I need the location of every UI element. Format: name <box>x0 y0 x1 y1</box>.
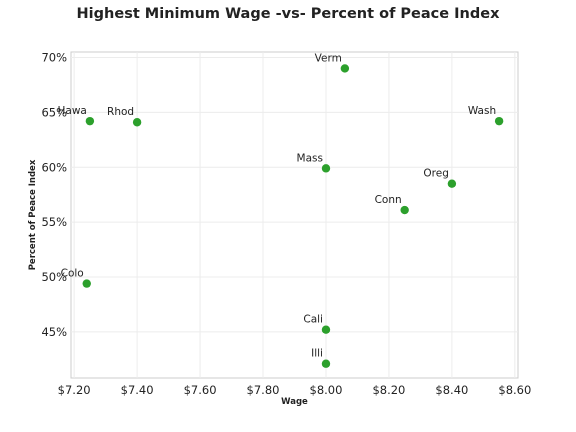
data-point <box>321 359 331 368</box>
data-point <box>85 116 95 126</box>
chart-title: Highest Minimum Wage -vs- Percent of Pea… <box>76 6 500 22</box>
data-points <box>82 64 504 368</box>
point-label: Conn <box>375 194 402 206</box>
x-tick-label: $7.80 <box>247 383 280 397</box>
x-tick-label: $8.20 <box>372 383 405 397</box>
point-label: Wash <box>468 105 496 117</box>
point-label: Oreg <box>423 168 448 180</box>
data-point <box>340 64 350 73</box>
y-axis-label: Percent of Peace Index <box>28 159 38 270</box>
point-label: Colo <box>61 268 84 280</box>
x-tick-label: $7.20 <box>58 383 91 397</box>
x-tick-label: $8.60 <box>498 383 531 397</box>
x-tick-labels: $7.20 $7.40 $7.60 $7.80 $8.00 $8.20 $8.40 $8.60 <box>58 383 532 397</box>
y-tick-label: 50% <box>41 270 67 284</box>
point-label: Cali <box>303 314 323 326</box>
grid-lines <box>71 52 518 378</box>
data-point <box>400 205 409 215</box>
data-point <box>321 325 331 334</box>
y-tick-label: 55% <box>41 215 67 229</box>
data-point <box>447 179 457 188</box>
y-tick-label: 45% <box>41 325 67 339</box>
point-label: Rhod <box>107 106 134 118</box>
y-tick-label: 60% <box>41 160 67 174</box>
x-tick-label: $7.60 <box>184 383 217 397</box>
y-tick-label: 65% <box>41 105 67 119</box>
data-point <box>494 116 504 126</box>
plot-area <box>70 51 519 379</box>
point-label: Hawa <box>58 105 87 117</box>
point-label: Illi <box>311 348 323 360</box>
y-tick-labels: 45% 50% 55% 60% 65% 70% <box>41 50 67 338</box>
y-tick-label: 70% <box>41 50 67 64</box>
x-tick-label: $8.40 <box>435 383 468 397</box>
data-point <box>132 118 142 127</box>
x-axis-label: Wage <box>281 397 308 407</box>
point-label: Verm <box>315 52 342 64</box>
data-point <box>82 279 91 288</box>
x-tick-label: $8.00 <box>310 383 343 397</box>
point-label: Mass <box>297 152 323 164</box>
point-labels: Verm Hawa Rhod Wash Mass Oreg Conn Colo Cali Illi <box>58 52 497 359</box>
x-tick-label: $7.40 <box>121 383 154 397</box>
data-point <box>321 164 331 173</box>
